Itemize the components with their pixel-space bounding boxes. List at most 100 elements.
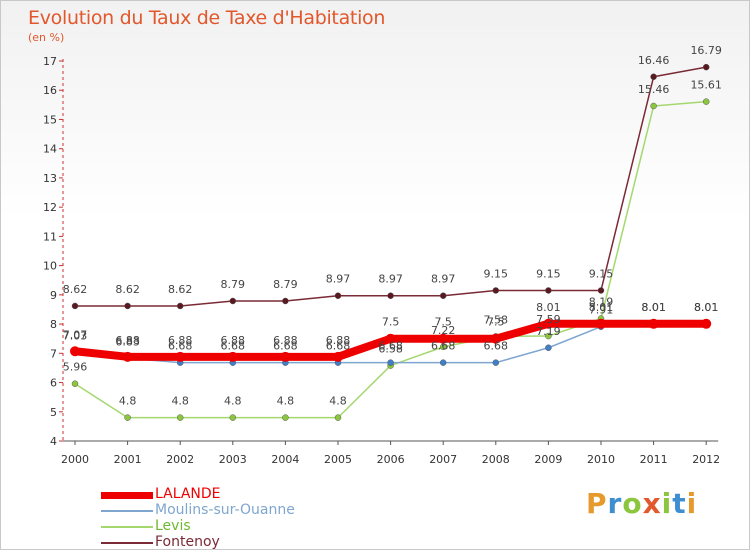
data-label: 5.96 [63,361,88,374]
data-label: 4.8 [329,395,347,408]
data-label: 8.01 [589,301,614,314]
chart-title: Evolution du Taux de Taxe d'Habitation [28,7,386,29]
data-point [545,332,552,340]
x-tick-label: 2003 [219,453,247,466]
data-point [124,414,131,421]
data-label: 9.15 [536,267,561,280]
data-label: 16.46 [638,54,670,67]
y-tick-label: 10 [43,260,57,273]
data-label: 7.03 [63,329,88,342]
legend-label: Fontenoy [155,534,220,550]
data-point [597,287,605,294]
data-point [227,351,238,362]
data-label: 16.79 [690,44,722,57]
data-point [439,292,447,299]
brand-letter: x [642,487,662,520]
brand-letter: r [607,487,623,520]
data-point [648,318,659,329]
data-label: 4.8 [277,395,295,408]
data-label: 15.61 [690,79,722,92]
data-point [280,351,291,362]
data-label: 8.62 [63,283,88,296]
data-label: 9.15 [589,267,614,280]
legend-label: Moulins-sur-Ouanne [155,502,295,518]
data-label: 8.97 [378,273,403,286]
x-tick-label: 2001 [114,453,142,466]
data-label: 6.68 [378,340,403,353]
data-label: 4.8 [171,395,189,408]
x-tick-label: 2005 [324,453,352,466]
unit-label: (en %) [28,31,65,44]
data-point [702,98,710,105]
legend-swatch [101,491,153,499]
data-label: 7.5 [434,316,452,329]
data-point [122,351,133,362]
data-label: 7.58 [484,313,509,326]
legend-swatch [101,510,153,512]
data-label: 7.5 [487,316,505,329]
y-tick-label: 16 [43,84,57,97]
y-tick-label: 8 [50,318,57,331]
x-tick-label: 2006 [377,453,405,466]
x-tick-label: 2002 [166,453,194,466]
y-tick-label: 6 [50,377,57,390]
x-tick-label: 2009 [534,453,562,466]
brand-letter: P [586,487,608,520]
data-label: 9.15 [484,267,509,280]
data-label: 8.19 [589,296,614,309]
data-point [387,359,394,366]
data-point [282,414,289,421]
data-label: 8.01 [536,301,561,314]
y-tick-label: 5 [50,406,57,419]
data-label: 6.88 [221,334,246,347]
data-label: 7.19 [536,325,561,338]
x-tick-label: 2010 [587,453,615,466]
data-point [701,318,712,329]
data-label: 8.01 [641,301,666,314]
data-label: 8.79 [221,278,246,291]
x-tick-label: 2007 [429,453,457,466]
y-tick-label: 17 [43,55,57,68]
data-label: 6.68 [168,340,193,353]
data-point [334,292,342,299]
data-label: 6.88 [115,334,140,347]
data-point [439,343,447,351]
data-point [282,297,289,305]
data-label: 8.01 [694,301,719,314]
data-label: 8.01 [641,301,666,314]
legend-label: LALANDE [155,486,221,502]
data-label: 6.68 [431,340,456,353]
data-point [545,344,552,352]
data-point [596,318,606,329]
data-label: 8.01 [694,301,719,314]
x-tick-label: 2011 [640,453,668,466]
data-point [175,351,186,362]
data-point [124,302,131,310]
x-tick-label: 2004 [271,453,299,466]
y-tick-label: 7 [50,347,57,360]
data-point [333,351,343,362]
data-label: 4.8 [224,395,242,408]
y-tick-label: 15 [43,113,57,126]
data-point [176,302,184,310]
data-point [492,359,500,366]
data-point [70,346,80,357]
data-label: 15.46 [638,83,670,96]
data-label: 7.59 [536,313,561,326]
data-label: 4.8 [119,395,137,408]
brand-letter: t [672,487,687,520]
data-label: 8.62 [168,283,193,296]
data-point [490,333,501,344]
data-label: 7.22 [431,324,456,337]
data-label: 6.58 [378,343,403,356]
data-point [702,63,710,71]
y-tick-label: 13 [43,172,57,185]
y-tick-label: 11 [43,230,57,243]
legend-label: Levis [155,518,191,534]
data-point [650,73,657,81]
data-label: 6.88 [168,334,193,347]
data-label: 7.07 [63,328,88,341]
brand-letter: i [686,487,698,520]
